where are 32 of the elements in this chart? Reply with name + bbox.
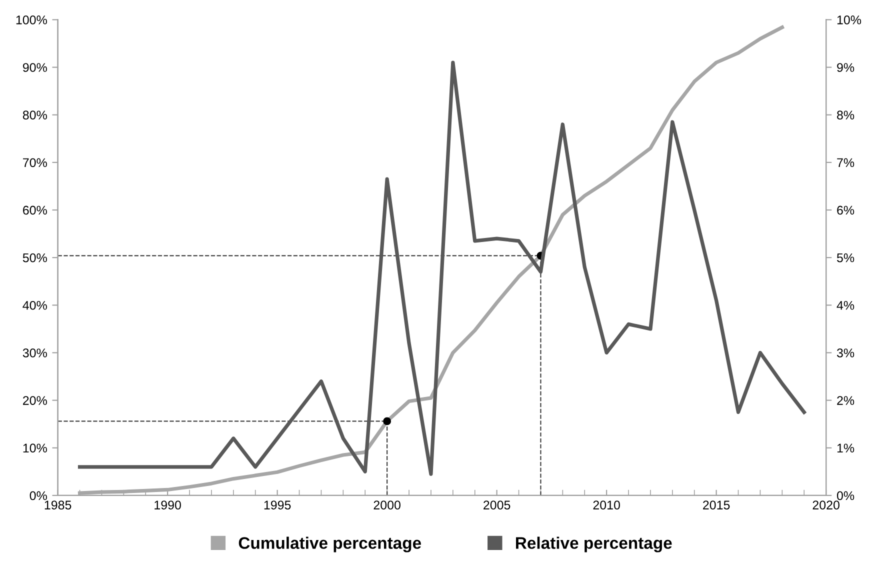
y-tick-label: 100% — [16, 16, 47, 24]
x-tick-label: 2020 — [812, 500, 840, 510]
x-tick-label: 2015 — [703, 500, 730, 510]
y2-tick-label: 0% — [836, 491, 854, 500]
x-tick-label: 1990 — [154, 500, 181, 510]
y-tick-label: 0% — [30, 491, 47, 500]
y-tick-label: 90% — [22, 63, 47, 72]
y-tick-label: 40% — [22, 300, 47, 310]
y2-tick-label: 8% — [837, 110, 854, 120]
legend-label: Relative percentage — [516, 536, 672, 552]
y-tick-label: 10% — [23, 444, 47, 453]
y2-tick-label: 5% — [836, 253, 854, 262]
y2-tick-label: 3% — [836, 348, 854, 358]
y2-tick-label: 6% — [837, 206, 854, 215]
y-tick-label: 60% — [23, 206, 47, 215]
legend-label: Cumulative percentage — [238, 536, 422, 552]
x-tick-label: 2010 — [593, 500, 620, 510]
y-tick-label: 80% — [22, 110, 47, 120]
x-tick-label: 2000 — [374, 500, 400, 510]
y2-tick-label: 2% — [837, 396, 854, 405]
y2-tick-label: 10% — [837, 16, 862, 24]
y2-tick-label: 9% — [837, 63, 854, 72]
x-tick-label: 1985 — [44, 500, 72, 510]
y-tick-label: 70% — [23, 158, 47, 168]
y-tick-label: 20% — [23, 396, 47, 405]
y2-tick-label: 7% — [837, 158, 854, 168]
y-tick-label: 50% — [22, 253, 47, 262]
x-tick-label: 2005 — [484, 500, 510, 510]
x-tick-label: 1995 — [264, 500, 291, 510]
y-tick-label: 30% — [22, 348, 47, 358]
y2-tick-label: 4% — [836, 301, 854, 310]
y2-tick-label: 1% — [837, 444, 854, 452]
